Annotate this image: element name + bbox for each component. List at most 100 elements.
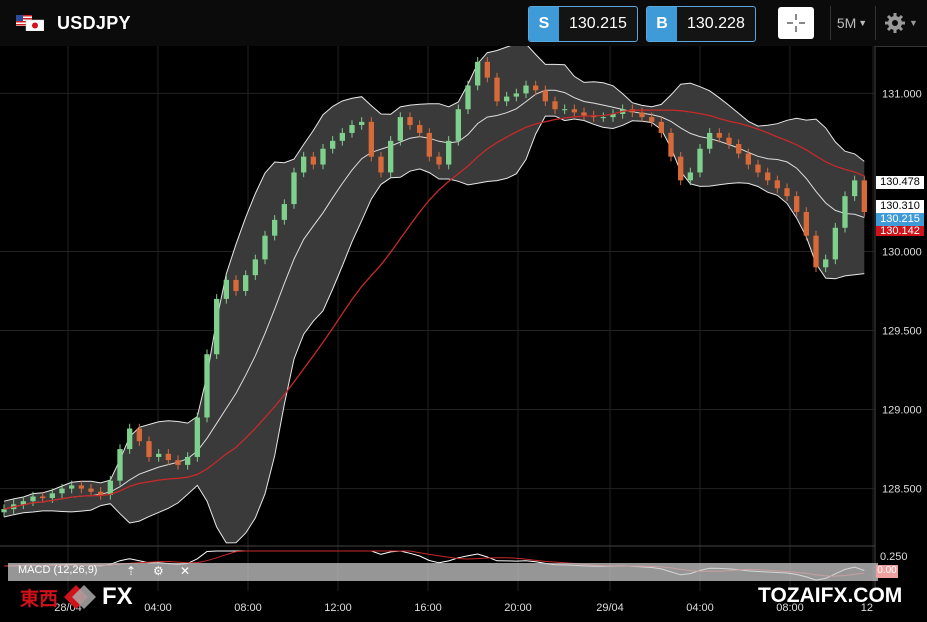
candle-body <box>581 112 587 116</box>
candle-body <box>194 417 200 457</box>
bollinger-band-fill <box>4 46 865 543</box>
price-tag-current: 130.215 <box>876 213 924 226</box>
candle-body <box>687 172 693 181</box>
buy-tag: B <box>647 7 677 41</box>
candle-body <box>127 428 133 450</box>
candle-body <box>117 449 123 481</box>
macd-label: MACD (12,26,9) <box>18 564 98 576</box>
macd-value-tag: 0.00 <box>876 565 898 578</box>
sell-button[interactable]: S 130.215 <box>528 6 638 42</box>
arrow-up-icon[interactable]: ⇡ <box>126 564 137 578</box>
gear-icon <box>885 13 906 33</box>
buy-price: 130.228 <box>687 15 745 32</box>
candle-body <box>291 172 297 205</box>
candle-body <box>513 93 519 97</box>
candle-body <box>49 493 55 499</box>
price-chart[interactable]: 131.000 130.000 129.500 129.000 128.500 0.25… <box>0 46 927 622</box>
settings-button[interactable]: ▼ <box>875 6 926 40</box>
candle-body <box>649 117 655 122</box>
price-tick-label: 129.000 <box>882 405 922 417</box>
bollinger-middle-line <box>3 89 865 510</box>
candle-body <box>349 125 355 133</box>
time-tick-label: 20:00 <box>504 602 532 614</box>
toolbar: USDJPY S 130.215 B 130.228 5M ▼ <box>0 0 927 47</box>
crosshair-icon <box>787 14 805 32</box>
candle-body <box>658 121 664 133</box>
candle-body <box>378 156 384 173</box>
macd-indicator-bar: MACD (12,26,9) ⇡ ⚙ ✕ 0.00 <box>8 563 898 581</box>
timeframe-select[interactable]: 5M ▼ <box>830 6 873 40</box>
candle-body <box>40 496 46 499</box>
candle-body <box>571 109 577 113</box>
sell-tag: S <box>529 7 559 41</box>
candle-body <box>446 140 452 165</box>
candle-body <box>475 61 481 86</box>
candle-body <box>88 488 94 492</box>
candle-body <box>214 298 220 355</box>
candle-body <box>20 501 26 505</box>
candle-body <box>678 156 684 181</box>
candle-body <box>146 441 152 457</box>
candle-body <box>784 188 790 197</box>
candle-body <box>465 85 471 110</box>
candle-body <box>610 113 616 118</box>
bollinger-upper-line <box>3 46 865 502</box>
candle-body <box>745 153 751 165</box>
macd-axis-label: 0.250 <box>880 551 908 563</box>
candle-body <box>736 144 742 154</box>
chevron-down-icon: ▼ <box>909 18 918 28</box>
candle-body <box>417 125 423 133</box>
candle-body <box>726 137 732 144</box>
gear-icon[interactable]: ⚙ <box>153 564 164 578</box>
candle-body <box>165 453 171 461</box>
candle-body <box>175 460 181 465</box>
price-axis: 131.000 130.000 129.500 129.000 128.500 <box>882 88 922 495</box>
buy-button[interactable]: B 130.228 <box>646 6 756 42</box>
candle-body <box>69 485 75 489</box>
candle-body <box>436 156 442 165</box>
candle-body <box>368 121 374 157</box>
candle-body <box>107 480 113 495</box>
candle-body <box>185 456 191 465</box>
candle-body <box>823 259 829 268</box>
candle-body <box>832 227 838 260</box>
candle-body <box>533 85 539 91</box>
candle-body <box>233 279 239 291</box>
price-tick-label: 130.000 <box>882 246 922 258</box>
candle-body <box>320 148 326 165</box>
candle-body <box>223 279 229 299</box>
candle-body <box>813 235 819 268</box>
crosshair-button[interactable] <box>778 7 814 39</box>
logo-kanji: 東西 <box>20 588 59 610</box>
candle-body <box>523 85 529 94</box>
candle-body <box>842 196 848 228</box>
candle-body <box>339 132 345 141</box>
candle-body <box>494 77 500 102</box>
candle-body <box>136 428 142 442</box>
bollinger-lower-line <box>3 115 865 544</box>
timeframe-label: 5M <box>836 15 857 31</box>
candle-body <box>552 101 558 110</box>
candle-body <box>716 132 722 138</box>
candle-body <box>252 259 258 276</box>
candle-body <box>1 509 7 513</box>
price-tick-label: 128.500 <box>882 484 922 496</box>
candle-body <box>455 109 461 141</box>
candle-body <box>484 61 490 78</box>
candle-body <box>861 180 867 212</box>
candle-body <box>281 204 287 220</box>
candle-body <box>156 453 162 457</box>
time-tick-label: 29/04 <box>596 602 624 614</box>
candle-body <box>426 132 432 157</box>
candle-body <box>397 117 403 141</box>
candle-body <box>59 488 65 494</box>
candle-body <box>774 180 780 189</box>
close-icon[interactable]: ✕ <box>180 564 191 578</box>
price-tick-label: 129.500 <box>882 326 922 338</box>
tozai-fx-logo: 東西 FX <box>20 582 133 612</box>
candle-body <box>668 132 674 157</box>
candle-body <box>794 196 800 212</box>
price-tag-upper: 130.478 <box>876 176 924 189</box>
candle-body <box>330 140 336 149</box>
candle-body <box>30 496 36 502</box>
